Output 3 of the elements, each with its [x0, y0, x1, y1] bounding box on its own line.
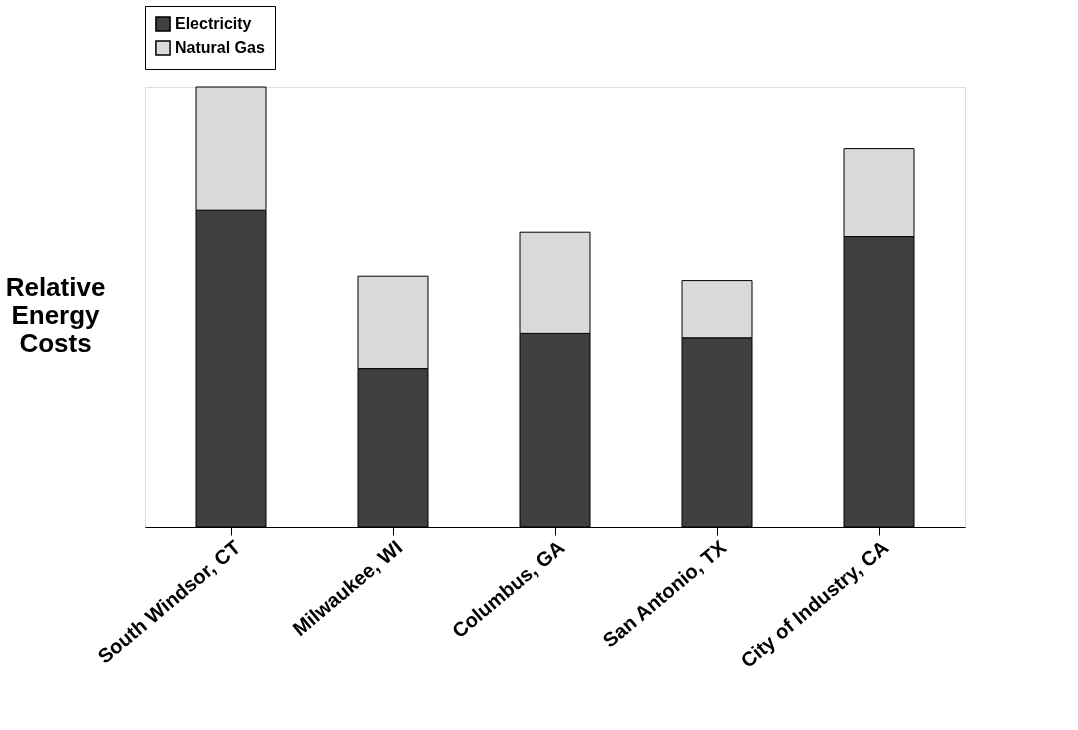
legend-label: Natural Gas [175, 39, 265, 56]
legend-label: Electricity [175, 15, 252, 32]
y-axis-title: Relative Energy Costs [5, 271, 106, 358]
